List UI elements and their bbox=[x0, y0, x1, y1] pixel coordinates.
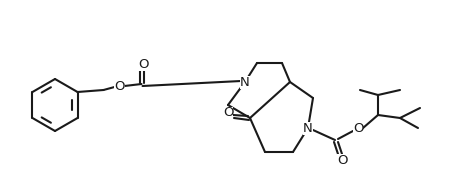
Text: O: O bbox=[337, 153, 347, 167]
Text: O: O bbox=[223, 106, 233, 120]
Text: O: O bbox=[138, 58, 149, 71]
Text: O: O bbox=[114, 80, 125, 92]
Text: N: N bbox=[303, 121, 313, 135]
Text: O: O bbox=[353, 121, 363, 135]
Text: N: N bbox=[240, 75, 250, 89]
